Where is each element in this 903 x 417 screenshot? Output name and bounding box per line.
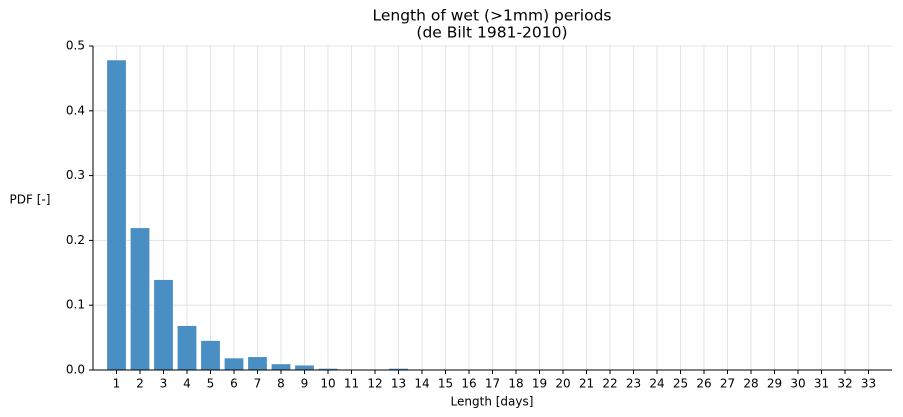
y-tick-label: 0.0: [66, 363, 85, 377]
x-tick-label: 32: [837, 377, 852, 391]
bar: [130, 228, 150, 370]
x-tick-label: 3: [160, 377, 168, 391]
x-tick-label: 29: [767, 377, 782, 391]
x-tick-label: 20: [555, 377, 570, 391]
x-axis-label: Length [days]: [451, 395, 534, 409]
chart-title: Length of wet (>1mm) periods: [373, 7, 612, 25]
bar: [224, 358, 244, 370]
x-tick-label: 1: [113, 377, 121, 391]
x-tick-label: 25: [673, 377, 688, 391]
y-axis-label: PDF [-]: [10, 193, 51, 207]
x-tick-label: 8: [277, 377, 285, 391]
x-tick-label: 7: [254, 377, 262, 391]
x-tick-label: 12: [367, 377, 382, 391]
x-tick-label: 11: [344, 377, 359, 391]
y-tick-label: 0.5: [66, 39, 85, 53]
x-tick-label: 22: [602, 377, 617, 391]
x-tick-label: 26: [696, 377, 711, 391]
x-tick-label: 9: [301, 377, 309, 391]
x-tick-label: 16: [461, 377, 476, 391]
bar: [295, 365, 314, 370]
chart-title: (de Bilt 1981-2010): [416, 24, 567, 42]
x-tick-label: 27: [720, 377, 735, 391]
x-tick-label: 6: [230, 377, 238, 391]
y-tick-label: 0.2: [66, 233, 85, 247]
y-tick-label: 0.3: [66, 168, 85, 182]
x-tick-label: 18: [508, 377, 523, 391]
x-tick-label: 21: [579, 377, 594, 391]
x-tick-label: 33: [861, 377, 876, 391]
x-tick-label: 4: [183, 377, 191, 391]
bar: [154, 279, 173, 370]
bar: [271, 364, 291, 370]
bar: [201, 340, 220, 370]
y-tick-label: 0.4: [66, 103, 85, 117]
x-tick-label: 24: [649, 377, 664, 391]
x-tick-label: 28: [743, 377, 758, 391]
x-tick-label: 2: [136, 377, 144, 391]
x-tick-label: 30: [790, 377, 805, 391]
x-tick-label: 31: [814, 377, 829, 391]
x-tick-label: 10: [320, 377, 335, 391]
bar: [248, 357, 267, 370]
x-tick-label: 19: [532, 377, 547, 391]
x-tick-label: 13: [391, 377, 406, 391]
x-tick-label: 17: [485, 377, 500, 391]
bar: [177, 325, 197, 370]
bar: [107, 60, 126, 370]
y-tick-label: 0.1: [66, 298, 85, 312]
x-tick-label: 14: [414, 377, 429, 391]
bar: [318, 368, 338, 370]
bar: [389, 368, 408, 370]
x-tick-label: 15: [438, 377, 453, 391]
x-tick-label: 5: [207, 377, 215, 391]
x-tick-label: 23: [626, 377, 641, 391]
